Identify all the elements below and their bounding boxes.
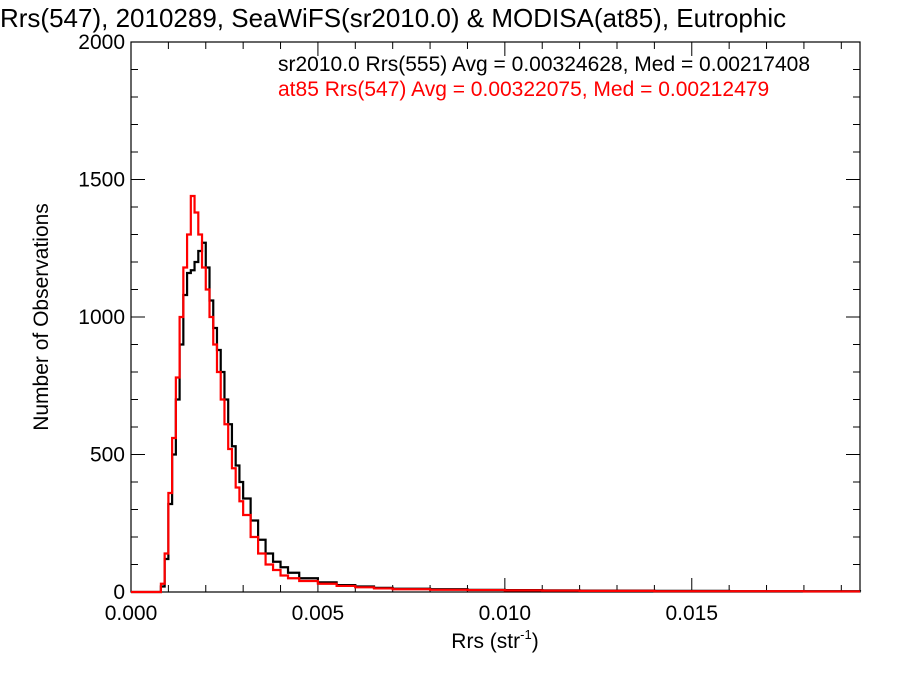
annotation-black: sr2010.0 Rrs(555) Avg = 0.00324628, Med …: [278, 53, 810, 76]
x-tick-label: 0.000: [105, 602, 158, 625]
histogram-series-0: [131, 241, 862, 594]
x-tick-labels: 0.000 0.005 0.010 0.015: [105, 602, 718, 625]
y-tick-label: 2000: [78, 31, 125, 54]
series-group: [131, 194, 862, 594]
plot-frame: [130, 41, 861, 593]
x-tick-label: 0.010: [479, 602, 532, 625]
x-axis-label-sup: -1: [520, 627, 532, 642]
annotation-red: at85 Rrs(547) Avg = 0.00322075, Med = 0.…: [278, 78, 769, 101]
x-axis-label-main: Rrs (str: [451, 630, 520, 653]
x-axis-label-close: ): [532, 630, 539, 653]
x-tick-label: 0.015: [665, 602, 718, 625]
y-tick-label: 1000: [78, 306, 125, 329]
chart-title: Rrs(547), 2010289, SeaWiFS(sr2010.0) & M…: [0, 3, 786, 33]
histogram-series-1: [131, 194, 860, 594]
axis-ticks: [130, 41, 860, 593]
y-tick-label: 500: [90, 444, 125, 467]
y-axis-label: Number of Observations: [30, 203, 53, 431]
x-axis-label: Rrs (str-1): [451, 627, 538, 653]
x-tick-label: 0.005: [292, 602, 345, 625]
y-tick-label: 1500: [78, 169, 125, 192]
y-tick-labels: 0 500 1000 1500 2000: [78, 31, 125, 604]
y-tick-label: 0: [113, 581, 125, 604]
